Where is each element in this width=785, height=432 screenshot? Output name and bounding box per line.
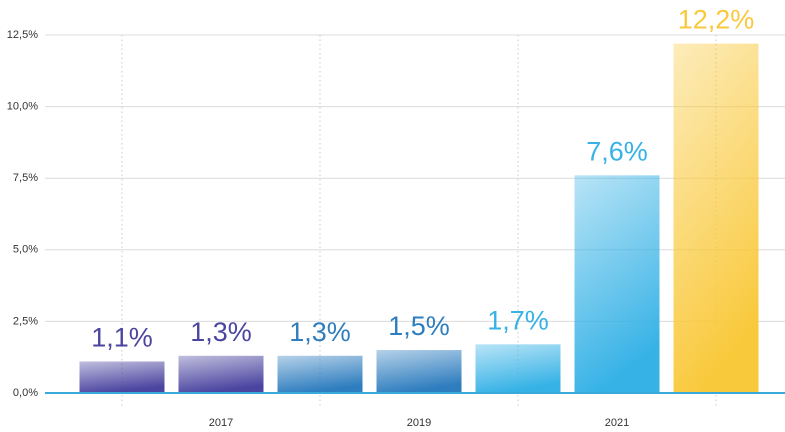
bar bbox=[574, 175, 660, 393]
value-label: 12,2% bbox=[678, 5, 755, 35]
x-tick-label: 2019 bbox=[407, 417, 431, 429]
bar bbox=[376, 350, 462, 393]
value-label: 1,7% bbox=[487, 305, 549, 335]
value-label: 1,1% bbox=[91, 323, 153, 353]
bar bbox=[673, 43, 759, 393]
bar bbox=[79, 361, 165, 393]
y-tick-label: 10,0% bbox=[7, 101, 38, 113]
x-tick-label: 2021 bbox=[605, 417, 629, 429]
y-tick-label: 5,0% bbox=[13, 244, 38, 256]
bar bbox=[475, 344, 561, 393]
y-tick-label: 2,5% bbox=[13, 315, 38, 327]
y-tick-label: 7,5% bbox=[13, 172, 38, 184]
value-label: 1,3% bbox=[289, 317, 351, 347]
bar bbox=[178, 355, 264, 393]
value-label: 1,5% bbox=[388, 311, 450, 341]
bar bbox=[277, 355, 363, 393]
y-tick-label: 0,0% bbox=[13, 387, 38, 399]
value-label: 7,6% bbox=[586, 136, 648, 166]
y-tick-label: 12,5% bbox=[7, 29, 38, 41]
value-label: 1,3% bbox=[190, 317, 252, 347]
x-tick-label: 2017 bbox=[209, 417, 233, 429]
